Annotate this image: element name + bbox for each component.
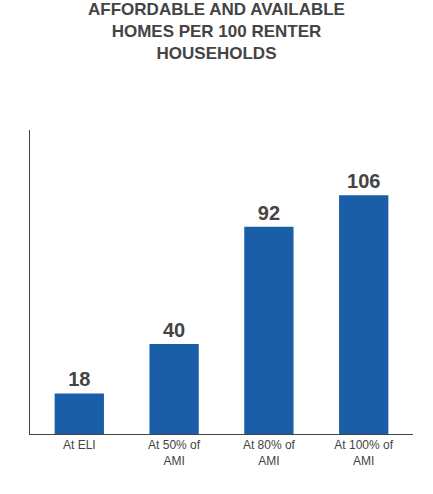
svg-text:92: 92	[258, 202, 280, 224]
svg-text:106: 106	[347, 170, 380, 192]
svg-text:At 80% ofAMI: At 80% ofAMI	[243, 438, 296, 468]
svg-text:40: 40	[163, 319, 185, 341]
svg-text:18: 18	[68, 368, 90, 390]
svg-text:At 50% ofAMI: At 50% ofAMI	[148, 438, 201, 468]
svg-text:At ELI: At ELI	[63, 438, 96, 452]
svg-text:AFFORDABLE AND AVAILABLEHOMES: AFFORDABLE AND AVAILABLEHOMES PER 100 RE…	[88, 0, 345, 63]
svg-text:At 100% ofAMI: At 100% ofAMI	[334, 438, 393, 468]
